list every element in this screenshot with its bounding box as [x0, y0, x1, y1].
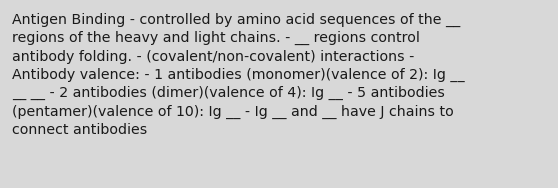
Text: Antigen Binding - controlled by amino acid sequences of the __
regions of the he: Antigen Binding - controlled by amino ac… — [12, 13, 465, 137]
